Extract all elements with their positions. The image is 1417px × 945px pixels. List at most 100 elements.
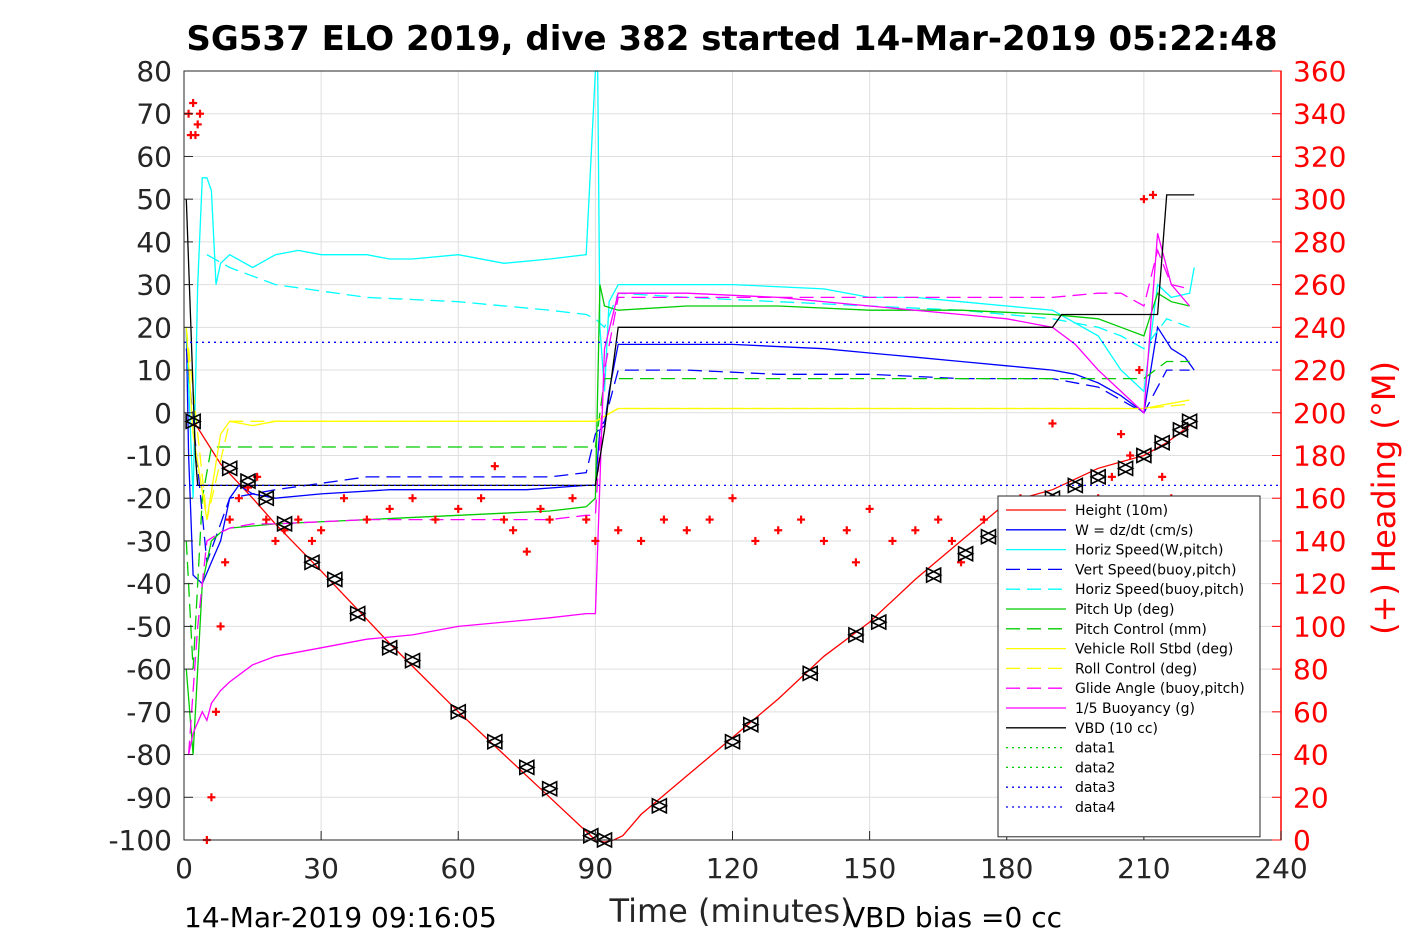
footer-timestamp: 14-Mar-2019 09:16:05 [184,901,497,934]
heading-marker [499,515,508,524]
right-axis: 3603403203002802602402202001801601401201… [1272,55,1346,857]
heading-marker [509,526,518,535]
legend-label: data2 [1075,760,1115,776]
depth-marker [723,733,742,751]
depth-marker [239,472,257,490]
legend-label: Horiz Speed(W,pitch) [1075,543,1223,559]
right-tick-label: 140 [1293,525,1346,558]
left-tick-label: -60 [126,653,172,686]
depth-marker [979,528,998,545]
depth-marker [1135,447,1153,464]
depth-marker [380,639,399,657]
bottom-tick-label: 30 [303,852,339,885]
x-axis-label: Time (minutes) [609,892,853,930]
series-line-10 [187,233,1191,755]
heading-marker [1126,451,1135,460]
right-tick-label: 40 [1293,739,1329,772]
heading-marker [911,526,920,535]
depth-marker [741,716,760,733]
left-tick-label: 80 [136,55,172,88]
legend-label: Glide Angle (buoy,pitch) [1075,681,1245,697]
heading-marker [431,515,440,524]
right-tick-label: 200 [1293,397,1346,430]
heading-marker [216,622,225,631]
heading-marker [536,504,545,513]
left-tick-label: -40 [126,568,172,601]
right-tick-label: 100 [1293,610,1346,643]
depth-marker [275,515,294,533]
right-tick-label: 80 [1293,653,1329,686]
left-tick-label: 30 [136,269,172,302]
right-tick-label: 220 [1293,354,1346,387]
heading-marker [659,515,668,524]
bottom-tick-label: 210 [1117,852,1170,885]
left-tick-label: -20 [126,482,172,515]
heading-marker [1158,472,1167,481]
legend-label: Height (10m) [1075,503,1168,519]
left-tick-label: -50 [126,610,172,643]
right-tick-label: 180 [1293,440,1346,473]
legend-label: W = dz/dt (cm/s) [1075,523,1194,539]
left-tick-label: 70 [136,98,172,131]
heading-marker [234,494,243,503]
legend-label: Pitch Up (deg) [1075,602,1174,618]
series-line-9 [187,248,1190,755]
heading-marker [195,109,204,118]
right-tick-label: 20 [1293,781,1329,814]
legend-label: Vert Speed(buoy,pitch) [1075,562,1237,578]
heading-marker [865,504,874,513]
heading-marker [408,494,417,503]
heading-marker [947,536,956,545]
right-tick-label: 300 [1293,183,1346,216]
legend-label: data3 [1075,780,1115,796]
right-tick-label: 240 [1293,311,1346,344]
right-axis-label: (+) Heading (°M) [1365,361,1403,635]
heading-marker [934,515,943,524]
legend-label: Horiz Speed(buoy,pitch) [1075,582,1244,598]
depth-marker [1089,468,1107,486]
depth-marker [257,489,276,507]
right-tick-label: 360 [1293,55,1346,88]
bottom-tick-label: 0 [175,852,193,885]
heading-marker [1135,366,1144,375]
left-tick-label: 40 [136,226,172,259]
heading-marker [705,515,714,524]
depth-marker [348,605,367,622]
depth-marker [924,566,943,584]
depth-marker [1153,434,1171,451]
heading-marker [262,515,271,524]
heading-marker [582,515,591,524]
heading-marker [490,462,499,471]
legend-label: data4 [1075,800,1116,816]
heading-marker [1048,419,1057,428]
left-tick-label: 0 [154,397,172,430]
depth-marker [847,626,865,644]
series-line-11 [185,194,1195,487]
heading-marker [851,558,860,567]
heading-marker [819,536,828,545]
heading-marker [568,494,577,503]
legend-label: VBD (10 cc) [1075,721,1158,737]
left-tick-label: -100 [108,824,172,857]
heading-marker [225,515,234,524]
bottom-axis: 0 30 60 90 120 150 180 210 240 [175,831,1308,885]
heading-marker [614,526,623,535]
heading-marker [888,536,897,545]
heading-marker [191,131,200,140]
depth-marker [220,460,239,477]
heading-marker [682,526,691,535]
heading-marker [1149,190,1158,199]
series-line-7 [185,327,1190,520]
heading-marker [591,536,600,545]
heading-marker [294,515,303,524]
heading-marker [477,494,486,503]
heading-marker [211,707,220,716]
bottom-tick-label: 90 [578,852,614,885]
right-tick-label: 260 [1293,269,1346,302]
heading-marker [385,504,394,513]
heading-marker [979,515,988,524]
depth-marker [869,613,888,631]
left-tick-label: -70 [126,696,172,729]
heading-marker [221,558,230,567]
depth-marker [184,413,202,430]
